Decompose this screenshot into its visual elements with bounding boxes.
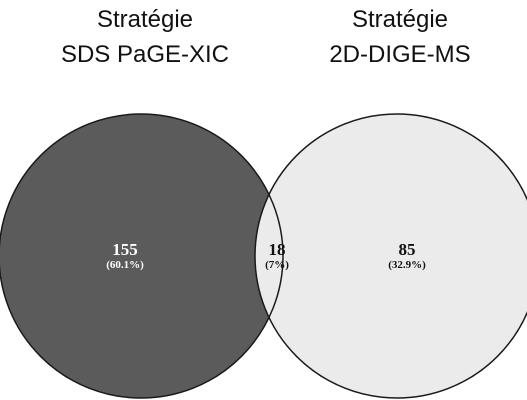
right-only-percent: (32.9%) xyxy=(388,259,426,271)
left-set-outline xyxy=(0,113,284,399)
right-set-title-line1: Stratégie xyxy=(352,6,448,33)
intersection-count: 18 xyxy=(269,240,286,259)
right-only-count: 85 xyxy=(399,240,416,259)
left-set-circle xyxy=(0,114,283,398)
left-only-count: 155 xyxy=(112,240,138,259)
right-set-title-line2: 2D-DIGE-MS xyxy=(329,41,470,68)
left-only-percent: (60.1%) xyxy=(106,259,144,271)
intersection-percent: (7%) xyxy=(265,259,289,271)
left-set-title-line1: Stratégie xyxy=(97,6,193,33)
intersection-region xyxy=(255,114,527,398)
right-set-outline xyxy=(254,113,527,399)
left-set-title-line2: SDS PaGE-XIC xyxy=(61,41,229,68)
